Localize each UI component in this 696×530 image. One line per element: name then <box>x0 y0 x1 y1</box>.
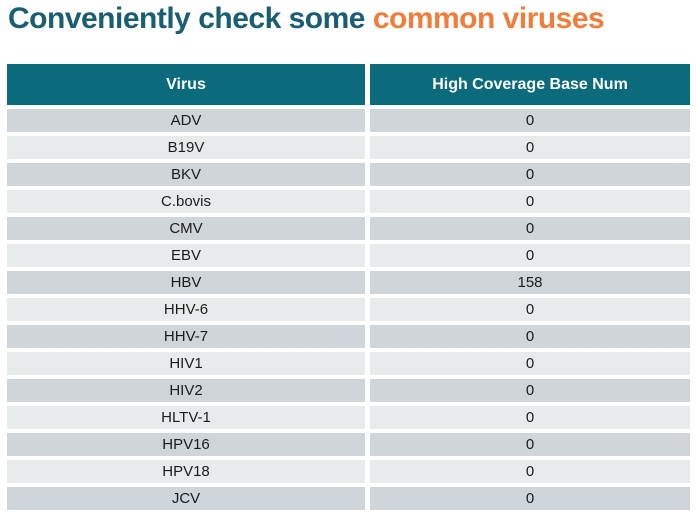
coverage-value-cell: 0 <box>370 487 690 510</box>
virus-table: Virus High Coverage Base Num ADV 0 B19V 0 BK… <box>2 60 695 514</box>
table-row: HLTV-1 0 <box>7 406 690 429</box>
table-row: BKV 0 <box>7 163 690 186</box>
coverage-value-cell: 0 <box>370 460 690 483</box>
title-highlight: common viruses <box>372 2 605 35</box>
column-header-high-coverage-base-num: High Coverage Base Num <box>370 64 690 105</box>
coverage-value-cell: 158 <box>370 271 690 294</box>
table-row: HIV2 0 <box>7 379 690 402</box>
virus-name-cell: EBV <box>7 244 365 267</box>
virus-name-cell: B19V <box>7 136 365 159</box>
virus-name-cell: HHV-6 <box>7 298 365 321</box>
table-row: HIV1 0 <box>7 352 690 375</box>
table-row: C.bovis 0 <box>7 190 690 213</box>
virus-name-cell: HPV18 <box>7 460 365 483</box>
coverage-value-cell: 0 <box>370 190 690 213</box>
virus-name-cell: HIV2 <box>7 379 365 402</box>
virus-name-cell: HBV <box>7 271 365 294</box>
table-row: ADV 0 <box>7 109 690 132</box>
table-row: EBV 0 <box>7 244 690 267</box>
coverage-value-cell: 0 <box>370 406 690 429</box>
table-header-row: Virus High Coverage Base Num <box>7 64 690 105</box>
table-row: HBV 158 <box>7 271 690 294</box>
title-prefix: Conveniently check some <box>8 2 373 35</box>
column-header-virus: Virus <box>7 64 365 105</box>
table-row: HHV-7 0 <box>7 325 690 348</box>
table-row: JCV 0 <box>7 487 690 510</box>
virus-name-cell: ADV <box>7 109 365 132</box>
virus-name-cell: HIV1 <box>7 352 365 375</box>
coverage-value-cell: 0 <box>370 163 690 186</box>
coverage-value-cell: 0 <box>370 136 690 159</box>
coverage-value-cell: 0 <box>370 244 690 267</box>
virus-name-cell: HLTV-1 <box>7 406 365 429</box>
table-row: B19V 0 <box>7 136 690 159</box>
coverage-value-cell: 0 <box>370 379 690 402</box>
table-row: HPV16 0 <box>7 433 690 456</box>
virus-name-cell: CMV <box>7 217 365 240</box>
page-title: Conveniently check some common viruses <box>8 2 696 36</box>
coverage-value-cell: 0 <box>370 352 690 375</box>
coverage-value-cell: 0 <box>370 298 690 321</box>
virus-name-cell: HPV16 <box>7 433 365 456</box>
virus-name-cell: HHV-7 <box>7 325 365 348</box>
coverage-value-cell: 0 <box>370 433 690 456</box>
virus-name-cell: BKV <box>7 163 365 186</box>
table-row: CMV 0 <box>7 217 690 240</box>
virus-name-cell: C.bovis <box>7 190 365 213</box>
coverage-value-cell: 0 <box>370 325 690 348</box>
coverage-value-cell: 0 <box>370 217 690 240</box>
virus-table-body: ADV 0 B19V 0 BKV 0 C.bovis 0 CMV 0 EBV 0 HBV 158 HHV-6… <box>7 109 690 510</box>
table-row: HHV-6 0 <box>7 298 690 321</box>
table-row: HPV18 0 <box>7 460 690 483</box>
virus-name-cell: JCV <box>7 487 365 510</box>
coverage-value-cell: 0 <box>370 109 690 132</box>
